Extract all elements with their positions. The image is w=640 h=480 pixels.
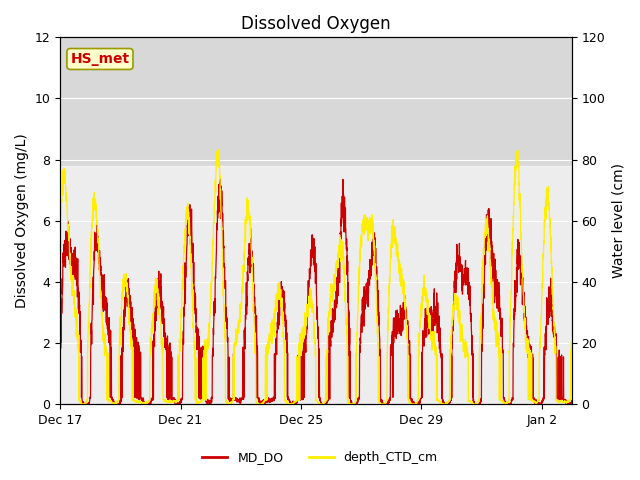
MD_DO	[145, 401, 153, 407]
MD_DO	[339, 177, 347, 182]
depth_CTD_cm	[275, 282, 283, 288]
depth_CTD_cm	[145, 398, 153, 404]
depth_CTD_cm	[56, 241, 64, 247]
Bar	[60, 166, 572, 404]
depth_CTD_cm	[503, 400, 511, 406]
Text: HS_met: HS_met	[70, 52, 129, 66]
MD_DO	[56, 395, 64, 400]
MD_DO	[253, 313, 260, 319]
Title: Dissolved Oxygen: Dissolved Oxygen	[241, 15, 391, 33]
depth_CTD_cm	[214, 147, 222, 153]
Y-axis label: Dissolved Oxygen (mg/L): Dissolved Oxygen (mg/L)	[15, 133, 29, 308]
MD_DO	[503, 401, 511, 407]
depth_CTD_cm	[568, 341, 576, 347]
Y-axis label: Water level (cm): Water level (cm)	[611, 163, 625, 278]
Legend: MD_DO, depth_CTD_cm: MD_DO, depth_CTD_cm	[197, 446, 443, 469]
Line: depth_CTD_cm: depth_CTD_cm	[60, 150, 572, 404]
depth_CTD_cm	[558, 397, 566, 403]
Line: MD_DO: MD_DO	[60, 180, 572, 404]
depth_CTD_cm	[115, 397, 122, 403]
MD_DO	[568, 401, 576, 407]
MD_DO	[115, 401, 122, 407]
depth_CTD_cm	[253, 400, 260, 406]
MD_DO	[558, 397, 566, 403]
MD_DO	[275, 313, 282, 319]
MD_DO	[79, 401, 87, 407]
depth_CTD_cm	[78, 401, 86, 407]
